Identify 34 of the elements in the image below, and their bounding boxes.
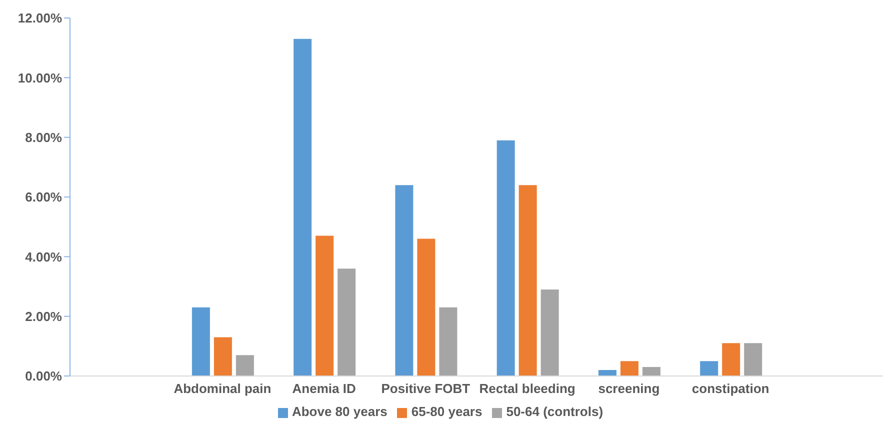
bar <box>642 367 660 376</box>
y-tick-label: 10.00% <box>18 70 62 86</box>
y-tick-label: 4.00% <box>25 249 62 264</box>
y-tick-label: 6.00% <box>25 190 62 205</box>
legend-label: 50-64 (controls) <box>506 404 604 419</box>
bar <box>214 337 232 376</box>
y-tick-label: 12.00% <box>18 10 62 26</box>
x-tick-label: constipation <box>692 381 770 396</box>
bar <box>518 185 537 376</box>
bar <box>294 38 312 376</box>
bar <box>620 361 638 376</box>
bar <box>496 140 515 376</box>
legend-label: Above 80 years <box>292 404 388 419</box>
bar <box>236 355 254 376</box>
x-tick-label: Abdominal pain <box>174 381 272 396</box>
y-tick-label: 8.00% <box>25 130 62 145</box>
bar <box>700 361 718 376</box>
bar <box>722 343 740 376</box>
bar <box>598 370 616 376</box>
legend-label: 65-80 years <box>411 404 482 419</box>
x-tick-label: Anemia ID <box>292 381 356 396</box>
y-tick-label: 0.00% <box>25 368 62 384</box>
x-tick-label: Positive FOBT <box>381 381 470 396</box>
bar <box>439 307 458 376</box>
x-tick-label: Rectal bleeding <box>479 381 576 396</box>
y-tick-label: 2.00% <box>25 308 62 324</box>
bar <box>540 289 559 376</box>
bar <box>417 238 436 376</box>
bar <box>744 343 762 376</box>
bar <box>395 185 414 376</box>
bar <box>338 268 356 376</box>
bar <box>316 236 334 376</box>
bar <box>192 307 210 376</box>
x-tick-label: screening <box>598 381 660 396</box>
